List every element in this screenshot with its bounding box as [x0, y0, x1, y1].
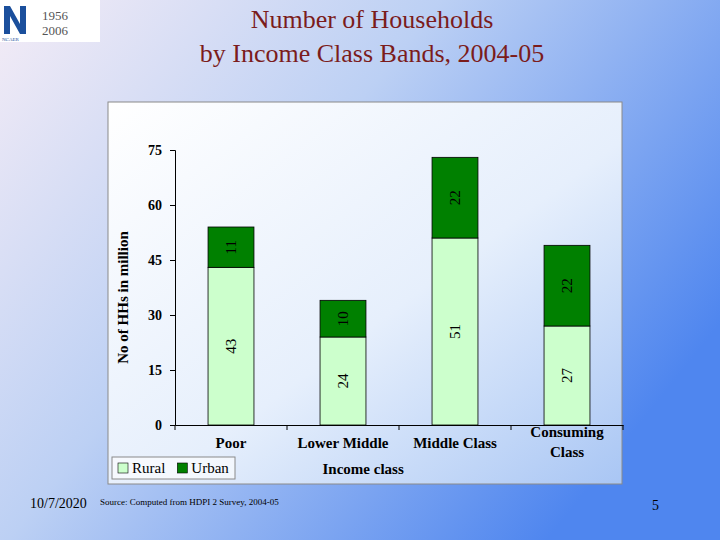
tick-label: Poor	[216, 435, 247, 451]
data-labels: 43 24 51 27 11 10 22 22	[223, 190, 575, 388]
page-number: 5	[652, 498, 659, 513]
bar	[544, 245, 590, 326]
legend: Rural Urban	[112, 457, 235, 479]
data-label: 22	[559, 278, 575, 293]
tick: 30	[148, 308, 175, 323]
y-axis: 0 15 30 45 60 75	[148, 143, 176, 433]
category-divider	[511, 425, 512, 430]
series-0	[208, 238, 590, 425]
title-line: Number of Households	[251, 5, 494, 34]
footer-date: 10/7/2020	[30, 496, 87, 511]
title-line: by Income Class Bands, 2004-05	[200, 39, 544, 68]
tick-mark	[170, 425, 175, 426]
data-label: 27	[559, 368, 575, 384]
tick: Poor	[216, 425, 247, 451]
legend-box	[112, 457, 235, 479]
tick-label: 30	[148, 308, 162, 323]
category-divider	[175, 425, 176, 430]
tick-label: 45	[148, 253, 162, 268]
tick-label: Consuming Class	[530, 424, 604, 460]
legend-swatch	[118, 463, 128, 473]
x-axis-title: Income class	[323, 461, 404, 477]
tick-label: 0	[155, 418, 162, 433]
x-axis: Poor Lower Middle Middle Class Consuming Cla…	[175, 424, 624, 460]
bar	[320, 300, 366, 337]
tick-label: Lower Middle	[298, 435, 389, 451]
data-label: 11	[223, 240, 239, 254]
legend-label: Urban	[191, 460, 229, 476]
tick: 0	[155, 418, 175, 433]
tick: Consuming Class	[530, 424, 604, 460]
tick-label: Middle Class	[413, 435, 497, 451]
tick-label-line: Consuming	[530, 424, 604, 440]
series-1	[208, 157, 590, 337]
tick-label: 75	[148, 143, 162, 158]
axis-line	[170, 151, 176, 426]
legend-swatch	[177, 463, 187, 473]
tick: 45	[148, 253, 175, 268]
tick: 60	[148, 198, 175, 213]
chart-title: Number of Households by Income Class Band…	[200, 5, 544, 68]
tick-label: 15	[148, 363, 162, 378]
category-divider	[399, 425, 400, 430]
bar	[208, 227, 254, 267]
bar	[544, 326, 590, 425]
slide: 19562006 NCAER Number of Households by Inco…	[0, 0, 720, 540]
tick-mark	[170, 205, 175, 206]
tick: 15	[148, 363, 175, 378]
data-label: 24	[335, 373, 351, 389]
tick-label: 60	[148, 198, 162, 213]
background	[0, 0, 720, 540]
logo: 19562006 NCAER	[0, 0, 100, 42]
y-axis-title: No of HHs in million	[115, 231, 131, 364]
legend-label: Rural	[132, 460, 165, 476]
tick: Lower Middle	[298, 425, 389, 451]
tick-mark	[170, 150, 175, 151]
data-label: 22	[447, 190, 463, 205]
logo-box	[0, 0, 100, 42]
plot: 43 24 51 27 11 10 22 22 0 15 30 45 60 75 Poor Lower Mid…	[148, 143, 624, 460]
logo-name: NCAER	[2, 37, 20, 42]
data-label: 10	[335, 311, 351, 326]
tick-mark	[170, 370, 175, 371]
bar	[208, 267, 254, 425]
tick-mark	[170, 260, 175, 261]
tick: 75	[148, 143, 175, 158]
footer-source: Source: Computed from HDPI 2 Survey, 200…	[100, 497, 279, 507]
bars	[208, 157, 590, 425]
tick-mark	[170, 315, 175, 316]
data-label: 43	[223, 339, 239, 354]
category-divider	[287, 425, 288, 430]
category-divider	[623, 425, 624, 430]
data-label: 51	[447, 324, 463, 339]
bar	[320, 337, 366, 425]
tick-label-line: Class	[550, 444, 584, 460]
chart-frame	[108, 102, 622, 484]
logo-year: 2006	[42, 23, 69, 38]
bar	[432, 157, 478, 238]
logo-mark	[4, 6, 26, 34]
logo-year: 1956	[42, 8, 69, 23]
tick: Middle Class	[413, 425, 497, 451]
bar	[432, 238, 478, 425]
